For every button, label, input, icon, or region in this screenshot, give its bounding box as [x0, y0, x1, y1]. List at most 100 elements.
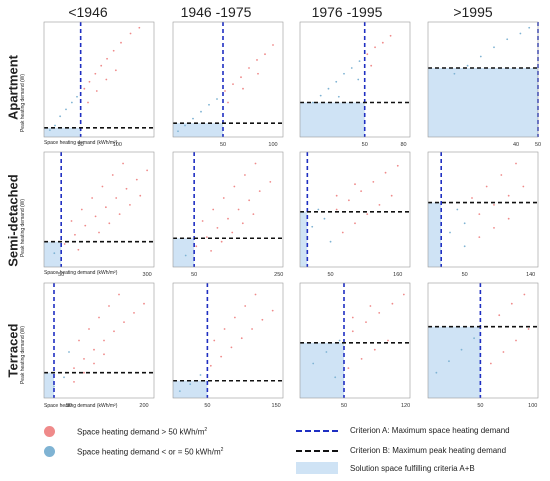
data-point: [347, 199, 350, 202]
tick-label: 80: [400, 142, 406, 148]
tick-label: 250: [274, 272, 283, 278]
scatter-plot: 40 50: [427, 21, 541, 148]
data-point: [449, 231, 451, 234]
data-point: [251, 328, 253, 330]
legend-above: Space heating demand > 50 kWh/m2: [44, 426, 207, 437]
scatter-plot: 50 140: [427, 151, 539, 278]
data-point: [502, 351, 505, 353]
tick-label: 100: [528, 403, 537, 409]
data-point: [527, 328, 530, 330]
data-point: [208, 103, 210, 106]
data-point: [479, 55, 482, 58]
scatter-plot: 50 80: [299, 21, 411, 148]
data-point: [471, 197, 473, 199]
legend-criterion-a-label: Criterion A: Maximum space heating deman…: [350, 426, 510, 435]
tick-label: 50: [477, 403, 483, 409]
tick-label: 50: [327, 272, 333, 278]
data-point: [341, 231, 344, 234]
data-point: [244, 174, 246, 176]
data-point: [54, 124, 56, 127]
data-point: [200, 110, 202, 113]
data-point: [370, 64, 373, 67]
data-point: [460, 348, 463, 351]
data-point: [115, 197, 118, 199]
row-header-apartment: Apartment: [5, 55, 21, 121]
data-point: [84, 224, 87, 227]
tick-label: 50: [220, 142, 226, 148]
data-point: [146, 169, 149, 172]
tick-label: 50: [78, 142, 84, 148]
data-point: [510, 302, 513, 305]
data-point: [337, 95, 340, 98]
data-point: [48, 129, 51, 131]
tick-label: 50: [191, 272, 197, 278]
data-point: [122, 162, 124, 165]
scatter-plot: 50 100: [43, 21, 155, 148]
data-point: [114, 69, 117, 72]
data-point: [271, 309, 274, 312]
plot-frame: [299, 21, 411, 138]
data-point: [94, 72, 97, 75]
data-point: [240, 76, 242, 79]
panel-1-3: 50 140: [427, 151, 539, 286]
data-point: [463, 222, 466, 225]
data-point: [106, 57, 108, 60]
data-point: [327, 87, 330, 90]
data-point: [254, 293, 257, 296]
panel-2-2: 50 120: [299, 282, 411, 417]
data-point: [177, 130, 179, 133]
data-point: [522, 185, 525, 188]
data-point: [100, 64, 103, 67]
data-point: [325, 351, 328, 353]
data-point: [317, 208, 320, 211]
data-point: [493, 46, 495, 49]
data-point: [178, 390, 181, 392]
data-point: [76, 95, 78, 98]
apartment-xlabel: Space heating demand (kWh/m²): [44, 140, 118, 146]
plot-frame: [172, 151, 284, 268]
data-point: [357, 78, 360, 81]
data-point: [381, 41, 384, 44]
plot-frame: [299, 282, 411, 399]
data-point: [98, 316, 100, 319]
data-point: [213, 339, 216, 342]
tick-label: 50: [462, 272, 468, 278]
data-point: [258, 190, 261, 192]
legend-below-label: Space heating demand < or = 50 kWh/m2: [77, 446, 224, 457]
data-point: [338, 339, 341, 342]
data-point: [78, 339, 80, 342]
tick-label: 200: [139, 403, 148, 409]
data-point: [184, 254, 187, 257]
tick-label: 50: [362, 142, 368, 148]
column-header-pre1946: <1946: [68, 4, 108, 20]
plot-frame: [427, 21, 539, 138]
data-point: [224, 90, 226, 92]
data-point: [95, 90, 98, 92]
data-point: [244, 305, 247, 307]
data-point: [227, 217, 229, 220]
data-point: [216, 98, 218, 100]
column-header-post1995: >1995: [453, 4, 493, 20]
data-point: [256, 59, 258, 61]
plot-frame: [427, 151, 539, 268]
data-point: [123, 321, 125, 323]
data-point: [103, 339, 105, 342]
data-point: [233, 316, 236, 319]
data-point: [506, 38, 509, 41]
data-point: [360, 358, 363, 360]
data-point: [189, 383, 192, 386]
data-point: [222, 197, 225, 199]
data-point: [272, 44, 274, 46]
tick-label: 160: [393, 272, 402, 278]
red-dot-icon: [44, 426, 55, 437]
blue-dot-icon: [44, 446, 55, 457]
semi-ylabel: Peak heating demand (W): [20, 198, 26, 258]
tick-label: 50: [58, 272, 64, 278]
plot-frame: [172, 21, 284, 138]
data-point: [59, 115, 62, 118]
data-point: [389, 34, 392, 37]
data-point: [104, 206, 107, 209]
data-point: [101, 185, 104, 188]
data-point: [498, 314, 501, 317]
solution-region: [300, 342, 344, 398]
